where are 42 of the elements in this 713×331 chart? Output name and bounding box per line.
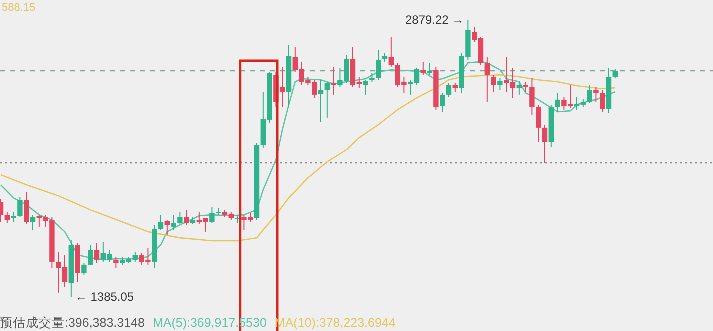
- candlestick: [594, 86, 599, 102]
- candlestick: [18, 196, 23, 218]
- candlestick: [331, 66, 336, 96]
- candlestick: [376, 50, 382, 81]
- candlestick: [440, 92, 446, 112]
- text: 预估成交量:396,383.3148: [0, 315, 145, 330]
- candlestick: [4, 212, 10, 224]
- candlestick: [446, 82, 452, 98]
- candlestick: [587, 84, 592, 104]
- annotation: ← 1385.05: [75, 290, 134, 304]
- annotation: 2879.22 →: [405, 13, 464, 27]
- candlestick: [210, 206, 215, 224]
- candlestick: [82, 262, 87, 276]
- candlestick: [171, 214, 176, 231]
- candlestick: [318, 80, 324, 123]
- candlestick: [555, 92, 560, 112]
- candlestick: [536, 104, 542, 143]
- candlestick: [612, 68, 618, 79]
- candlestick: [516, 81, 522, 96]
- candlestick: [420, 61, 426, 76]
- candlestick: [427, 62, 432, 76]
- text: 588.15: [2, 2, 36, 14]
- candlestick: [523, 81, 528, 92]
- candlestick: [388, 36, 394, 68]
- candlestick: [484, 56, 490, 102]
- candlestick: [114, 256, 119, 269]
- candlestick: [530, 78, 535, 116]
- candlestick: [24, 192, 30, 224]
- candlestick: [600, 90, 606, 112]
- candlestick: [184, 210, 190, 226]
- candlestick: [498, 78, 503, 91]
- candlestick: [11, 212, 16, 223]
- candlestick: [30, 214, 36, 231]
- candlestick: [158, 214, 164, 231]
- candlestick: [491, 74, 496, 92]
- candlestick: [164, 220, 170, 236]
- candlestick: [324, 81, 330, 118]
- candlestick: [94, 242, 100, 264]
- candlestick: [178, 212, 183, 224]
- candlestick: [363, 80, 368, 96]
- candlestick: [542, 124, 548, 164]
- candlestick: [88, 244, 94, 266]
